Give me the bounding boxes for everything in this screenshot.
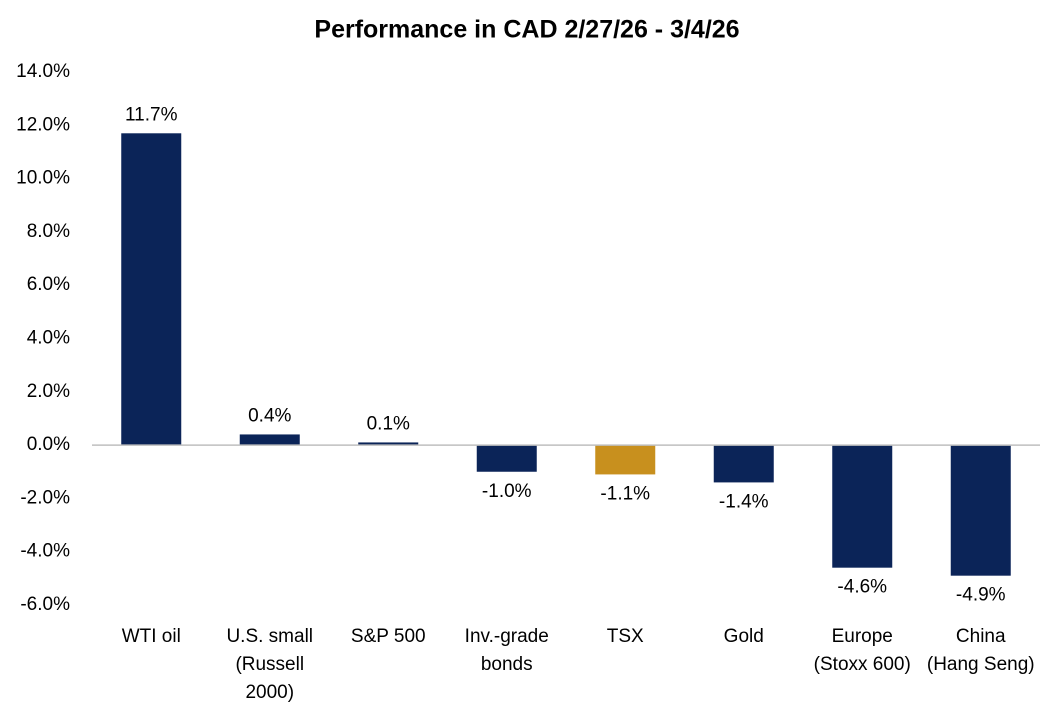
- data-label: -4.6%: [837, 577, 887, 598]
- x-tick-label: China (Hang Seng): [927, 626, 1035, 675]
- x-tick-label: TSX: [607, 626, 644, 647]
- y-tick-label: -2.0%: [20, 487, 70, 508]
- bar: [950, 445, 1011, 576]
- y-tick-label: 0.0%: [27, 434, 70, 455]
- x-tick-label: Inv.-grade bonds: [465, 626, 549, 675]
- data-label: -1.1%: [600, 483, 650, 504]
- data-label: 11.7%: [125, 104, 178, 125]
- data-label: 0.4%: [248, 405, 291, 426]
- x-tick-label: S&P 500: [351, 626, 426, 647]
- y-tick-label: -4.0%: [20, 541, 70, 562]
- y-tick-label: 2.0%: [27, 381, 70, 402]
- x-tick-label: WTI oil: [122, 626, 181, 647]
- bar: [713, 445, 774, 483]
- y-tick-label: -6.0%: [20, 594, 70, 615]
- y-tick-label: 14.0%: [16, 61, 70, 82]
- bar: [121, 133, 182, 446]
- bar: [832, 445, 893, 568]
- y-tick-label: 8.0%: [27, 221, 70, 242]
- x-tick-label: U.S. small (Russell 2000): [226, 626, 313, 703]
- data-label: -1.4%: [719, 491, 769, 512]
- x-tick-label: Europe (Stoxx 600): [814, 626, 911, 675]
- y-tick-label: 10.0%: [16, 168, 70, 189]
- bar: [358, 442, 419, 446]
- data-label: -1.0%: [482, 481, 532, 502]
- y-tick-label: 4.0%: [27, 328, 70, 349]
- data-label: 0.1%: [367, 413, 410, 434]
- chart-title: Performance in CAD 2/27/26 - 3/4/26: [314, 16, 739, 44]
- data-label: -4.9%: [956, 585, 1006, 606]
- y-tick-label: 6.0%: [27, 274, 70, 295]
- y-tick-label: 12.0%: [16, 114, 70, 135]
- bar: [595, 445, 656, 475]
- x-tick-label: Gold: [724, 626, 764, 647]
- bar: [476, 445, 537, 472]
- bar: [239, 434, 300, 446]
